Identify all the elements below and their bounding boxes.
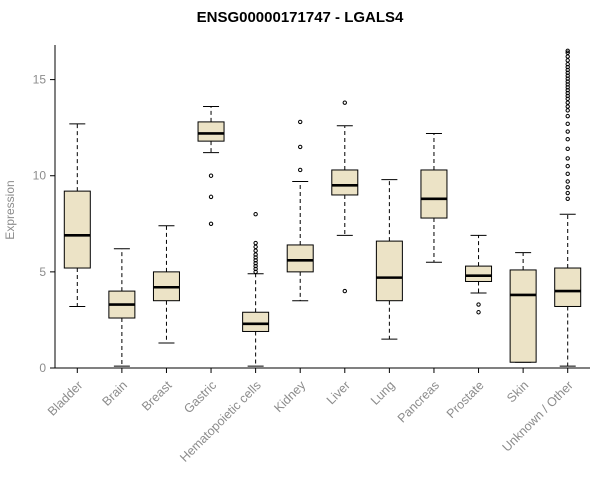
iqr-box (509, 269, 537, 363)
outlier-point (253, 269, 258, 275)
y-tick-label: 5 (39, 265, 46, 279)
outlier-point (565, 50, 570, 55)
outlier-point (253, 261, 258, 266)
y-tick-label: 10 (33, 169, 47, 183)
outlier-point (565, 108, 570, 113)
outlier-point (565, 85, 570, 90)
x-category-label: Lung (368, 378, 398, 408)
iqr-box (242, 311, 270, 332)
outlier-point (565, 179, 570, 184)
outlier-point (565, 129, 570, 134)
x-category-label: Liver (324, 378, 353, 407)
x-category-label: Prostate (444, 378, 487, 421)
outlier-point (565, 171, 570, 177)
iqr-box (420, 169, 448, 219)
iqr-box (63, 190, 91, 269)
outlier-point (565, 146, 570, 152)
y-axis-label: Expression (3, 180, 17, 239)
outlier-point (476, 302, 481, 307)
outlier-point (565, 64, 570, 70)
outlier-point (565, 113, 570, 119)
outlier-point (565, 90, 570, 96)
outlier-point (208, 173, 214, 178)
outlier-point (565, 96, 570, 102)
outlier-point (565, 93, 570, 99)
x-category-label: Brain (99, 378, 130, 409)
outlier-point (565, 190, 570, 196)
outlier-point (208, 194, 214, 200)
outlier-point (342, 288, 347, 294)
outlier-point (476, 310, 481, 315)
x-category-label: Bladder (45, 378, 85, 418)
outlier-point (565, 70, 570, 76)
y-tick-label: 15 (33, 73, 47, 87)
outlier-point (565, 58, 570, 63)
outlier-point (298, 144, 303, 150)
outlier-point (253, 248, 258, 253)
outlier-point (565, 104, 570, 109)
outlier-point (565, 137, 570, 142)
outlier-point (342, 100, 347, 105)
outlier-point (565, 196, 570, 202)
chart-title: ENSG00000171747 - LGALS4 (197, 9, 404, 26)
outlier-point (565, 67, 570, 73)
x-category-label: Gastric (181, 378, 219, 416)
x-category-label: Kidney (271, 378, 308, 415)
iqr-box (331, 169, 359, 196)
outlier-point (565, 121, 570, 127)
x-category-label: Hematopoietic cells (177, 378, 264, 465)
iqr-box (554, 267, 582, 307)
outlier-point (565, 87, 570, 93)
outlier-point (565, 48, 570, 53)
x-category-label: Pancreas (395, 378, 442, 425)
outlier-point (565, 73, 570, 78)
outlier-point (253, 240, 258, 246)
y-tick-label: 0 (39, 361, 46, 375)
outlier-point (253, 255, 258, 260)
outlier-point (298, 119, 303, 125)
x-category-label: Breast (139, 378, 175, 414)
outlier-point (565, 185, 570, 190)
outlier-point (565, 156, 570, 161)
outlier-point (565, 82, 570, 87)
outlier-point (253, 244, 258, 250)
outlier-point (565, 163, 570, 169)
x-category-label: Skin (504, 378, 531, 405)
outlier-point (253, 258, 258, 263)
outlier-point (565, 100, 570, 105)
outlier-point (565, 54, 570, 59)
outlier-point (208, 221, 214, 227)
outlier-point (253, 211, 258, 217)
outlier-point (565, 76, 570, 81)
outlier-point (253, 266, 258, 272)
iqr-box (375, 240, 403, 302)
iqr-box (197, 121, 225, 142)
outlier-point (253, 263, 258, 269)
iqr-box (465, 265, 493, 282)
plot-area: 0 5 10 15 Bladder Brain Breast GastricHematopoi… (33, 45, 590, 465)
iqr-box (286, 244, 314, 273)
outlier-point (298, 167, 303, 173)
outlier-point (565, 79, 570, 84)
